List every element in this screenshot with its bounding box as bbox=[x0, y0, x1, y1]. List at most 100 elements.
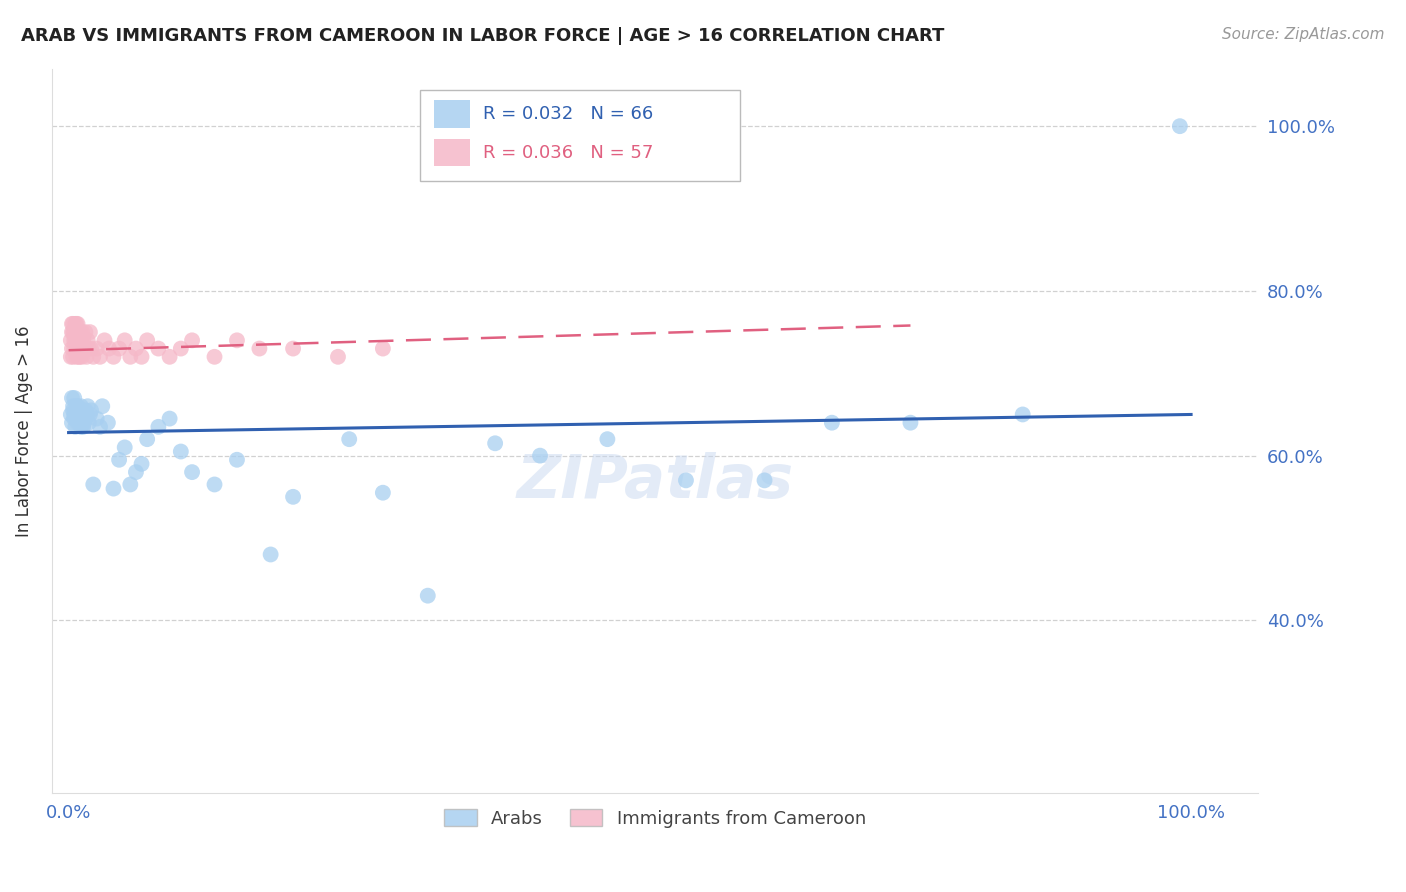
Point bbox=[125, 342, 148, 356]
Point bbox=[91, 399, 114, 413]
Point bbox=[72, 408, 94, 422]
Point bbox=[65, 411, 87, 425]
Point bbox=[86, 342, 108, 356]
Point bbox=[75, 411, 97, 425]
Point bbox=[103, 350, 125, 364]
FancyBboxPatch shape bbox=[420, 90, 740, 181]
Point bbox=[93, 334, 115, 348]
Point bbox=[79, 325, 101, 339]
Point bbox=[73, 416, 96, 430]
Point bbox=[136, 334, 159, 348]
Point bbox=[59, 350, 82, 364]
Point bbox=[66, 334, 89, 348]
Point bbox=[103, 482, 125, 496]
Point bbox=[70, 411, 93, 425]
Point bbox=[1168, 119, 1191, 133]
Point bbox=[326, 350, 349, 364]
Point bbox=[76, 399, 98, 413]
Point bbox=[249, 342, 271, 356]
Point bbox=[371, 342, 394, 356]
Point bbox=[1011, 408, 1033, 422]
Point bbox=[70, 334, 93, 348]
Point bbox=[66, 399, 89, 413]
Point bbox=[108, 452, 131, 467]
Point bbox=[484, 436, 506, 450]
Point bbox=[148, 342, 170, 356]
Point bbox=[62, 317, 84, 331]
Point bbox=[62, 350, 84, 364]
Point bbox=[136, 432, 159, 446]
Point bbox=[675, 474, 697, 488]
Point bbox=[754, 474, 776, 488]
Point bbox=[114, 334, 136, 348]
Point bbox=[60, 342, 83, 356]
Point bbox=[529, 449, 551, 463]
FancyBboxPatch shape bbox=[434, 101, 471, 128]
Point bbox=[204, 350, 226, 364]
Point bbox=[69, 408, 91, 422]
Point bbox=[60, 325, 83, 339]
Point bbox=[596, 432, 619, 446]
Text: Source: ZipAtlas.com: Source: ZipAtlas.com bbox=[1222, 27, 1385, 42]
Point bbox=[821, 416, 844, 430]
Point bbox=[131, 350, 153, 364]
Point bbox=[67, 334, 90, 348]
Legend: Arabs, Immigrants from Cameroon: Arabs, Immigrants from Cameroon bbox=[437, 802, 873, 835]
Point bbox=[98, 342, 121, 356]
Point bbox=[226, 334, 249, 348]
Y-axis label: In Labor Force | Age > 16: In Labor Force | Age > 16 bbox=[15, 326, 32, 537]
Point bbox=[65, 350, 87, 364]
Point bbox=[73, 342, 96, 356]
Point bbox=[65, 403, 87, 417]
Point bbox=[63, 391, 86, 405]
Point bbox=[120, 350, 142, 364]
Point bbox=[82, 477, 104, 491]
Point bbox=[70, 419, 93, 434]
FancyBboxPatch shape bbox=[434, 139, 471, 167]
Point bbox=[65, 419, 87, 434]
Point bbox=[66, 416, 89, 430]
Point bbox=[72, 419, 94, 434]
Point bbox=[72, 334, 94, 348]
Point bbox=[63, 325, 86, 339]
Point bbox=[69, 325, 91, 339]
Point bbox=[75, 403, 97, 417]
Point bbox=[69, 416, 91, 430]
Point bbox=[114, 441, 136, 455]
Point bbox=[63, 342, 86, 356]
Text: ARAB VS IMMIGRANTS FROM CAMEROON IN LABOR FORCE | AGE > 16 CORRELATION CHART: ARAB VS IMMIGRANTS FROM CAMEROON IN LABO… bbox=[21, 27, 945, 45]
Point bbox=[900, 416, 922, 430]
Point bbox=[66, 408, 89, 422]
Point bbox=[67, 350, 90, 364]
Point bbox=[181, 334, 204, 348]
Point bbox=[60, 317, 83, 331]
Point bbox=[65, 334, 87, 348]
Point bbox=[76, 334, 98, 348]
Point bbox=[76, 408, 98, 422]
Point bbox=[70, 403, 93, 417]
Point bbox=[80, 342, 103, 356]
Point bbox=[281, 490, 304, 504]
Point bbox=[65, 408, 87, 422]
Point bbox=[170, 342, 193, 356]
Point bbox=[63, 334, 86, 348]
Text: ZIPatlas: ZIPatlas bbox=[516, 452, 793, 511]
Point bbox=[75, 325, 97, 339]
Point bbox=[65, 317, 87, 331]
Point bbox=[62, 325, 84, 339]
Point bbox=[80, 403, 103, 417]
Point bbox=[97, 416, 120, 430]
Point bbox=[204, 477, 226, 491]
Point bbox=[76, 350, 98, 364]
Point bbox=[159, 350, 181, 364]
Text: R = 0.032   N = 66: R = 0.032 N = 66 bbox=[482, 105, 652, 123]
Point bbox=[226, 452, 249, 467]
Point bbox=[59, 408, 82, 422]
Point bbox=[66, 342, 89, 356]
Point bbox=[60, 391, 83, 405]
Point bbox=[148, 419, 170, 434]
Point bbox=[59, 334, 82, 348]
Text: R = 0.036   N = 57: R = 0.036 N = 57 bbox=[482, 144, 652, 161]
Point bbox=[125, 465, 148, 479]
Point bbox=[79, 408, 101, 422]
